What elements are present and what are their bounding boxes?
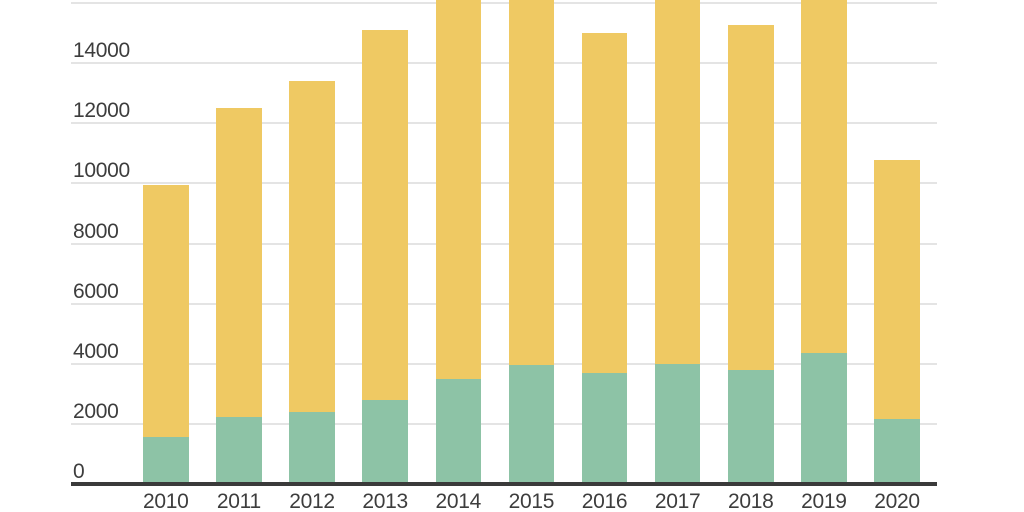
bar-2018-yellow-segment[interactable] [728, 25, 774, 370]
bar-2011-green-segment[interactable] [216, 417, 262, 484]
gridline-8000 [71, 242, 937, 245]
gridline-10000 [71, 182, 937, 185]
bar-2016-yellow-segment[interactable] [581, 33, 628, 374]
bar-2014-green-segment[interactable] [435, 379, 482, 484]
y-tick-label-10000: 10000 [73, 159, 130, 183]
x-tick-label-2011: 2011 [216, 490, 261, 512]
gridline-12000 [71, 122, 937, 125]
bar-2013-yellow-segment[interactable] [362, 30, 408, 400]
x-tick-label-2019: 2019 [801, 490, 847, 512]
y-tick-label-8000: 8000 [73, 219, 119, 243]
x-tick-label-2018: 2018 [727, 490, 774, 512]
bar-2020-yellow-segment[interactable] [874, 160, 920, 420]
x-tick-label-2012: 2012 [289, 490, 335, 512]
x-tick-label-2017: 2017 [654, 490, 701, 512]
x-tick-label-2013: 2013 [362, 490, 408, 512]
bar-2015-green-segment[interactable] [508, 365, 555, 484]
y-tick-label-2000: 2000 [73, 399, 119, 423]
bar-2010-green-segment[interactable] [143, 437, 189, 484]
bar-2017-green-segment[interactable] [654, 363, 701, 484]
x-axis-baseline [71, 482, 937, 486]
bar-2016-green-segment[interactable] [581, 373, 628, 484]
gridline-14000 [71, 62, 937, 65]
x-tick-label-2014: 2014 [435, 490, 482, 512]
y-tick-label-14000: 14000 [73, 39, 130, 63]
bar-2019-green-segment[interactable] [801, 352, 847, 484]
y-tick-label-6000: 6000 [73, 279, 119, 303]
bar-2014-yellow-segment[interactable] [435, 0, 482, 380]
bar-2013-green-segment[interactable] [362, 399, 408, 484]
x-tick-label-2015: 2015 [508, 490, 555, 512]
plot-area [71, 0, 937, 484]
x-tick-label-2010: 2010 [143, 490, 189, 512]
gridline-4000 [71, 362, 937, 365]
gridline-2000 [71, 422, 937, 425]
bar-2011-yellow-segment[interactable] [216, 108, 262, 418]
bar-2020-green-segment[interactable] [874, 419, 920, 484]
bar-2015-yellow-segment[interactable] [508, 0, 555, 366]
y-tick-label-12000: 12000 [73, 99, 130, 123]
bar-2010-yellow-segment[interactable] [143, 185, 189, 438]
bar-2017-yellow-segment[interactable] [654, 0, 701, 364]
y-tick-label-4000: 4000 [73, 339, 119, 363]
gridline-16000 [71, 2, 937, 5]
bar-2018-green-segment[interactable] [728, 369, 774, 484]
bar-2012-yellow-segment[interactable] [289, 81, 335, 412]
bar-2012-green-segment[interactable] [289, 411, 335, 484]
x-tick-label-2020: 2020 [874, 490, 920, 512]
bar-2019-yellow-segment[interactable] [801, 0, 847, 353]
x-tick-label-2016: 2016 [581, 490, 628, 512]
gridline-6000 [71, 302, 937, 305]
y-tick-label-0: 0 [73, 460, 85, 483]
